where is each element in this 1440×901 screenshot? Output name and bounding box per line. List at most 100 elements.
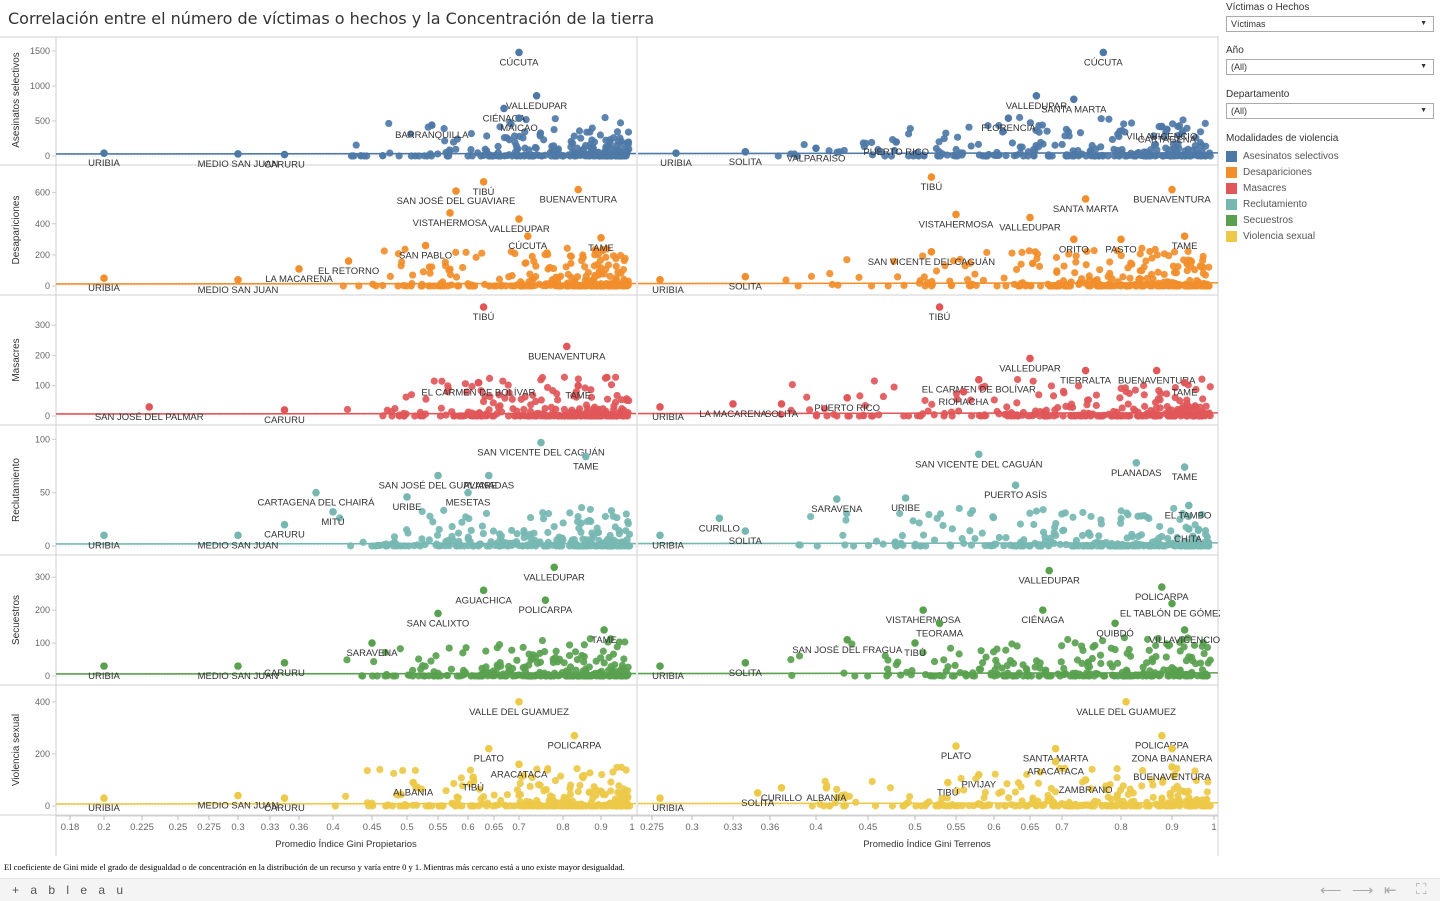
labeled-point bbox=[1117, 236, 1125, 244]
labeled-point bbox=[480, 178, 488, 186]
victimas-select[interactable]: Víctimas▼ bbox=[1226, 16, 1434, 32]
first-icon[interactable]: ⇤ bbox=[1384, 881, 1397, 899]
labeled-point bbox=[597, 234, 605, 242]
scatter-point bbox=[803, 394, 810, 401]
scatter-point bbox=[439, 278, 446, 285]
labeled-point bbox=[1052, 745, 1060, 753]
legend-item-desapariciones[interactable]: Desapariciones bbox=[1226, 164, 1436, 180]
departamento-select[interactable]: (All)▼ bbox=[1226, 103, 1434, 119]
scatter-point bbox=[619, 662, 626, 669]
labeled-point bbox=[1163, 126, 1171, 134]
scatter-point bbox=[624, 518, 631, 525]
row-title: Desapariciones bbox=[11, 196, 22, 265]
point-label: SOLITA bbox=[729, 157, 763, 168]
x-tick-label: 0.225 bbox=[130, 822, 154, 833]
point-label: POLICARPA bbox=[548, 741, 602, 752]
labeled-point bbox=[574, 186, 582, 194]
forward-icon[interactable]: ⟶ bbox=[1352, 881, 1374, 899]
point-label: VALLEDUPAR bbox=[1018, 576, 1080, 587]
labeled-point bbox=[574, 382, 582, 390]
scatter-point bbox=[1044, 281, 1051, 288]
labeled-point bbox=[234, 532, 242, 540]
scatter-point bbox=[496, 276, 503, 283]
scatter-point bbox=[465, 515, 472, 522]
scatter-point bbox=[626, 531, 633, 538]
scatter-point bbox=[480, 398, 487, 405]
scatter-point bbox=[1179, 116, 1186, 123]
scatter-point bbox=[1120, 120, 1127, 127]
scatter-point bbox=[890, 383, 897, 390]
scatter-point bbox=[1050, 392, 1057, 399]
labeled-point bbox=[1111, 619, 1119, 627]
legend-item-violencia-sexual[interactable]: Violencia sexual bbox=[1226, 228, 1436, 244]
scatter-point bbox=[1095, 532, 1102, 539]
chevron-down-icon: ▼ bbox=[1420, 17, 1427, 31]
row-title: Reclutamiento bbox=[11, 458, 22, 522]
scatter-point bbox=[1088, 766, 1095, 773]
scatter-point bbox=[521, 534, 528, 541]
point-label: ARACATACA bbox=[491, 769, 548, 780]
legend-item-reclutamiento[interactable]: Reclutamiento bbox=[1226, 196, 1436, 212]
scatter-point bbox=[1153, 405, 1160, 412]
scatter-point bbox=[387, 273, 394, 280]
scatter-point bbox=[600, 411, 607, 418]
scatter-point bbox=[1096, 266, 1103, 273]
point-label: URIBIA bbox=[88, 671, 120, 682]
anio-select[interactable]: (All)▼ bbox=[1226, 59, 1434, 75]
filter-label: Año bbox=[1226, 45, 1436, 56]
scatter-point bbox=[921, 397, 928, 404]
point-label: VALLEDUPAR bbox=[523, 572, 585, 583]
scatter-point bbox=[1120, 782, 1127, 789]
point-label: QUIBDÓ bbox=[1096, 628, 1133, 639]
point-label: VALPARAÍSO bbox=[787, 153, 846, 164]
back-icon[interactable]: ⟵ bbox=[1320, 881, 1342, 899]
scatter-point bbox=[893, 661, 900, 668]
x-tick-label: 0.275 bbox=[197, 822, 221, 833]
scatter-point bbox=[485, 151, 492, 158]
scatter-point bbox=[478, 665, 485, 672]
point-label: URIBIA bbox=[652, 671, 684, 682]
point-label: SOLITA bbox=[729, 536, 763, 547]
scatter-point bbox=[530, 530, 537, 537]
scatter-point bbox=[604, 396, 611, 403]
scatter-point bbox=[956, 505, 963, 512]
scatter-point bbox=[472, 254, 479, 261]
scatter-point bbox=[605, 654, 612, 661]
labeled-point bbox=[1026, 214, 1034, 222]
x-tick-label: 0.55 bbox=[429, 822, 448, 833]
point-label: ORITO bbox=[1059, 244, 1089, 255]
tableau-logo: + a b l e a u bbox=[12, 883, 127, 897]
scatter-point bbox=[560, 519, 567, 526]
scatter-point bbox=[1003, 403, 1010, 410]
labeled-point bbox=[952, 211, 960, 219]
scatter-point bbox=[1008, 249, 1015, 256]
legend-item-asesinatos[interactable]: Asesinatos selectivos bbox=[1226, 148, 1436, 164]
scatter-point bbox=[566, 509, 573, 516]
scatter-point bbox=[455, 530, 462, 537]
x-tick-label: 0.33 bbox=[261, 822, 280, 833]
scatter-point bbox=[956, 650, 963, 657]
scatter-point bbox=[483, 510, 490, 517]
labeled-point bbox=[1168, 763, 1176, 771]
legend-item-masacres[interactable]: Masacres bbox=[1226, 180, 1436, 196]
point-label: ALBANIA bbox=[806, 793, 847, 804]
scatter-point bbox=[1149, 658, 1156, 665]
labeled-point bbox=[571, 732, 579, 740]
page-title: Correlación entre el número de víctimas … bbox=[8, 9, 654, 28]
chevron-down-icon: ▼ bbox=[1420, 60, 1427, 74]
point-label: VISTAHERMOSA bbox=[919, 219, 994, 230]
scatter-point bbox=[1157, 390, 1164, 397]
labeled-point bbox=[656, 532, 664, 540]
fullscreen-icon[interactable]: ⛶ bbox=[1416, 881, 1427, 898]
labeled-point bbox=[1039, 606, 1047, 614]
point-label: TIBÚ bbox=[473, 187, 495, 198]
legend-item-secuestros[interactable]: Secuestros bbox=[1226, 212, 1436, 228]
scatter-point bbox=[397, 645, 404, 652]
point-label: VALLEDUPAR bbox=[999, 223, 1061, 234]
scatter-point bbox=[910, 517, 917, 524]
point-label: PUERTO RICO bbox=[814, 403, 880, 414]
x-tick-label: 0.3 bbox=[685, 822, 698, 833]
scatter-point bbox=[1162, 144, 1169, 151]
scatter-point bbox=[1093, 391, 1100, 398]
